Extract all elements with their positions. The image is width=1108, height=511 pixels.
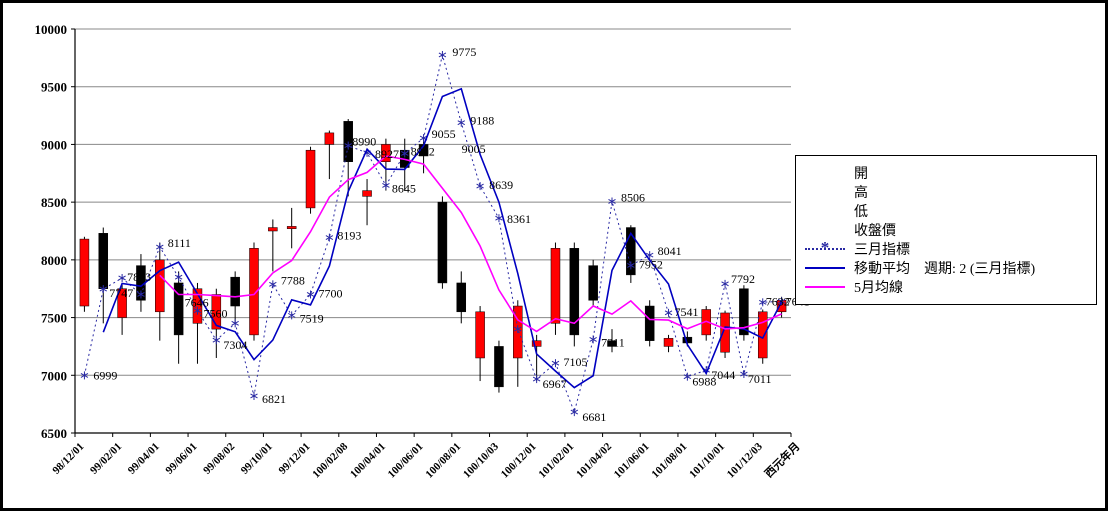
high-marker bbox=[796, 183, 854, 202]
svg-text:7311: 7311 bbox=[601, 335, 625, 349]
svg-text:6681: 6681 bbox=[582, 410, 606, 424]
legend-label-high: 高 bbox=[854, 186, 868, 201]
legend-label-moving-average: 移動平均 週期: 2 (三月指標) bbox=[854, 262, 1036, 277]
svg-text:7747: 7747 bbox=[109, 286, 133, 300]
svg-text:100/06/01: 100/06/01 bbox=[386, 441, 426, 481]
svg-text:7646: 7646 bbox=[185, 296, 209, 310]
svg-text:99/06/01: 99/06/01 bbox=[163, 441, 199, 477]
dashed-star-line-icon: * bbox=[796, 239, 854, 259]
legend-item-low: 低 bbox=[796, 202, 1096, 221]
svg-text:101/04/02: 101/04/02 bbox=[574, 440, 614, 480]
svg-text:8111: 8111 bbox=[168, 236, 191, 250]
close-marker bbox=[796, 221, 854, 240]
legend-item-moving-average: 移動平均 週期: 2 (三月指標) bbox=[796, 259, 1096, 278]
legend-label-ma5: 5月均線 bbox=[854, 281, 903, 296]
svg-text:7952: 7952 bbox=[639, 257, 663, 271]
svg-text:7541: 7541 bbox=[675, 305, 699, 319]
svg-text:6967: 6967 bbox=[543, 377, 567, 391]
magenta-line-icon bbox=[796, 278, 854, 297]
svg-text:100/10/03: 100/10/03 bbox=[461, 440, 501, 480]
svg-text:98/12/01: 98/12/01 bbox=[50, 441, 86, 477]
svg-text:9000: 9000 bbox=[41, 137, 67, 152]
legend-item-open: 開 bbox=[796, 164, 1096, 183]
svg-text:100/08/01: 100/08/01 bbox=[423, 441, 463, 481]
svg-text:8927: 8927 bbox=[375, 147, 399, 161]
svg-text:8000: 8000 bbox=[41, 253, 67, 268]
svg-text:101/02/01: 101/02/01 bbox=[536, 441, 576, 481]
svg-text:100/12/01: 100/12/01 bbox=[499, 441, 539, 481]
x-axis-labels: 98/12/01 99/02/01 99/04/01 99/06/01 99/08/02… bbox=[50, 439, 802, 480]
svg-text:西元年月: 西元年月 bbox=[762, 439, 803, 480]
svg-text:7632: 7632 bbox=[766, 294, 790, 308]
legend-item-ma5: 5月均線 bbox=[796, 278, 1096, 297]
legend-label-close: 收盤價 bbox=[854, 224, 896, 239]
svg-text:9055: 9055 bbox=[432, 127, 456, 141]
blue-line-icon bbox=[796, 259, 854, 278]
svg-text:99/10/01: 99/10/01 bbox=[239, 441, 275, 477]
svg-text:7000: 7000 bbox=[41, 368, 67, 383]
svg-text:9500: 9500 bbox=[41, 80, 67, 95]
svg-text:8990: 8990 bbox=[352, 135, 376, 149]
stock-chart: 6500 7000 7500 8000 8500 9000 9500 10000 98/12/0… bbox=[35, 22, 810, 481]
legend-label-open: 開 bbox=[854, 167, 868, 182]
legend-label-low: 低 bbox=[854, 205, 868, 220]
svg-text:8500: 8500 bbox=[41, 195, 67, 210]
y-axis-labels: 6500 7000 7500 8000 8500 9000 9500 10000 bbox=[35, 22, 68, 441]
gridlines bbox=[75, 28, 791, 434]
svg-text:7700: 7700 bbox=[319, 286, 343, 300]
svg-text:6500: 6500 bbox=[41, 426, 67, 441]
svg-text:10000: 10000 bbox=[35, 22, 68, 37]
svg-text:8639: 8639 bbox=[489, 178, 513, 192]
series-2 bbox=[159, 155, 782, 333]
legend-item-close: 收盤價 bbox=[796, 221, 1096, 240]
svg-text:7792: 7792 bbox=[731, 272, 755, 286]
svg-text:9188: 9188 bbox=[470, 114, 494, 128]
svg-text:6821: 6821 bbox=[262, 392, 286, 406]
svg-text:101/10/01: 101/10/01 bbox=[687, 441, 727, 481]
svg-text:101/08/01: 101/08/01 bbox=[649, 441, 689, 481]
svg-text:6988: 6988 bbox=[692, 375, 716, 389]
svg-text:9775: 9775 bbox=[452, 45, 476, 59]
svg-text:6999: 6999 bbox=[93, 368, 117, 382]
legend-item-indicator: * 三月指標 bbox=[796, 239, 1096, 259]
svg-text:7519: 7519 bbox=[300, 311, 324, 325]
svg-text:8041: 8041 bbox=[658, 244, 682, 258]
svg-text:100/04/01: 100/04/01 bbox=[348, 441, 388, 481]
candlesticks bbox=[79, 119, 787, 393]
series-1 bbox=[102, 87, 783, 389]
svg-text:8922: 8922 bbox=[411, 144, 435, 158]
svg-text:99/04/01: 99/04/01 bbox=[126, 441, 162, 477]
legend-item-high: 高 bbox=[796, 183, 1096, 202]
axes bbox=[71, 28, 792, 437]
low-marker bbox=[796, 202, 854, 221]
chart-legend: 開 高 低 收盤價 * 三月指標 移動平均 週期: 2 (三月指標) bbox=[795, 155, 1097, 305]
svg-text:7560: 7560 bbox=[203, 307, 227, 321]
svg-text:99/08/02: 99/08/02 bbox=[201, 440, 237, 476]
svg-text:7304: 7304 bbox=[223, 338, 247, 352]
svg-text:8193: 8193 bbox=[337, 229, 361, 243]
legend-label-indicator: 三月指標 bbox=[854, 243, 910, 258]
svg-text:7843: 7843 bbox=[127, 270, 151, 284]
svg-text:101/06/01: 101/06/01 bbox=[612, 441, 652, 481]
open-marker bbox=[796, 164, 854, 183]
series-0 bbox=[80, 50, 786, 417]
svg-text:7500: 7500 bbox=[41, 311, 67, 326]
svg-text:101/12/03: 101/12/03 bbox=[725, 440, 765, 480]
svg-text:100/02/08: 100/02/08 bbox=[310, 440, 350, 480]
svg-text:9005: 9005 bbox=[462, 142, 486, 156]
svg-text:8361: 8361 bbox=[507, 212, 531, 226]
svg-text:7788: 7788 bbox=[281, 273, 305, 287]
svg-text:7011: 7011 bbox=[748, 372, 772, 386]
svg-text:7105: 7105 bbox=[563, 355, 587, 369]
svg-text:99/02/01: 99/02/01 bbox=[88, 441, 124, 477]
svg-text:8506: 8506 bbox=[621, 190, 645, 204]
svg-text:7044: 7044 bbox=[711, 368, 735, 382]
svg-text:8645: 8645 bbox=[392, 181, 416, 195]
svg-text:99/12/01: 99/12/01 bbox=[276, 441, 312, 477]
